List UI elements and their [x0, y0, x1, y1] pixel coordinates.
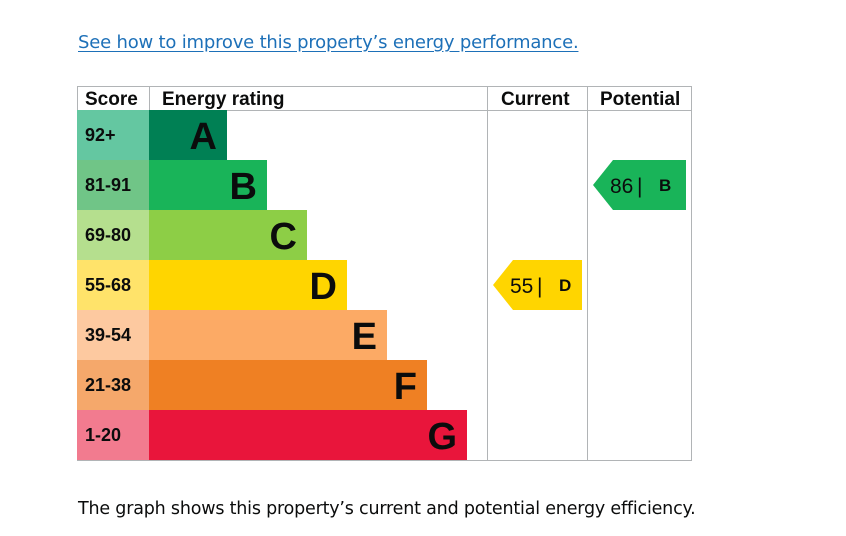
- header-potential: Potential: [600, 89, 680, 110]
- marker-score: 86: [610, 175, 633, 198]
- potential-rating-marker: 86 | B: [593, 160, 686, 210]
- score-range: 55-68: [85, 275, 131, 295]
- marker-separator: |: [537, 275, 542, 298]
- header-energy-rating: Energy rating: [162, 89, 284, 110]
- score-range: 1-20: [85, 425, 121, 445]
- rating-letter: A: [190, 116, 217, 158]
- rating-letter: B: [230, 166, 257, 208]
- marker-arrow: [593, 160, 686, 210]
- score-cell: [77, 210, 149, 260]
- band-e: 39-54 E: [77, 310, 387, 360]
- rating-letter: G: [427, 416, 457, 458]
- current-rating-marker: 55 | D: [493, 260, 582, 310]
- marker-letter: D: [559, 276, 571, 295]
- rating-letter: D: [310, 266, 337, 308]
- header-current: Current: [501, 89, 570, 110]
- chart-headers: Score Energy rating Current Potential: [85, 89, 680, 110]
- chart-caption: The graph shows this property’s current …: [78, 499, 696, 519]
- band-g: 1-20 G: [77, 410, 467, 460]
- marker-arrow: [493, 260, 582, 310]
- score-cell: [77, 410, 149, 460]
- score-range: 21-38: [85, 375, 131, 395]
- band-f: 21-38 F: [77, 360, 427, 410]
- score-cell: [77, 110, 149, 160]
- score-range: 81-91: [85, 175, 131, 195]
- score-cell: [77, 160, 149, 210]
- band-d: 55-68 D: [77, 260, 347, 310]
- rating-bar: [149, 310, 387, 360]
- rating-letter: E: [352, 316, 377, 358]
- rating-letter: F: [394, 366, 417, 408]
- improve-energy-link[interactable]: See how to improve this property’s energ…: [78, 32, 579, 53]
- score-range: 69-80: [85, 225, 131, 245]
- score-cell: [77, 310, 149, 360]
- rating-bands: 92+ A 81-91 B 69-80 C 55-68 D 39-54 E 21-38 F 1-20 G: [77, 110, 467, 460]
- score-cell: [77, 360, 149, 410]
- rating-bar: [149, 160, 267, 210]
- band-a: 92+ A: [77, 110, 227, 160]
- rating-bar: [149, 210, 307, 260]
- rating-bar: [149, 360, 427, 410]
- header-score: Score: [85, 89, 138, 110]
- score-range: 39-54: [85, 325, 131, 345]
- score-range: 92+: [85, 125, 116, 145]
- band-c: 69-80 C: [77, 210, 307, 260]
- marker-score: 55: [510, 275, 533, 298]
- band-b: 81-91 B: [77, 160, 267, 210]
- marker-separator: |: [637, 175, 642, 198]
- rating-bar: [149, 260, 347, 310]
- rating-bar: [149, 410, 467, 460]
- marker-letter: B: [659, 176, 671, 195]
- score-cell: [77, 260, 149, 310]
- energy-rating-chart: Score Energy rating Current Potential 92…: [77, 86, 692, 461]
- rating-letter: C: [270, 216, 297, 258]
- rating-markers: 55 | D86 | B: [493, 160, 686, 310]
- rating-bar: [149, 110, 227, 160]
